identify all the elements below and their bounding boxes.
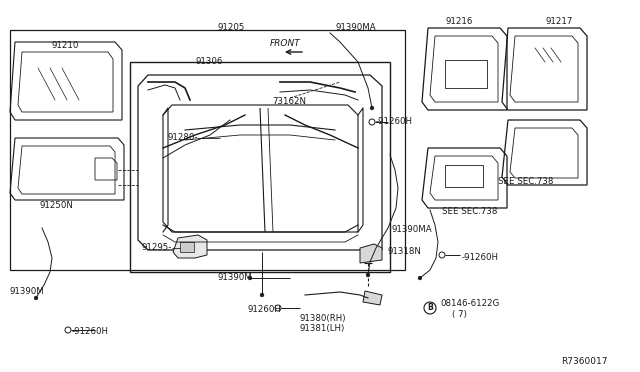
Text: 91380(RH): 91380(RH): [300, 314, 346, 323]
Polygon shape: [363, 291, 382, 305]
Text: 91250N: 91250N: [40, 201, 74, 209]
Bar: [445, 60, 487, 88]
Text: 91390MA: 91390MA: [335, 22, 376, 32]
Text: 91217: 91217: [545, 17, 572, 26]
Text: 91381(LH): 91381(LH): [300, 324, 345, 333]
Circle shape: [248, 276, 252, 280]
Circle shape: [418, 276, 422, 280]
Polygon shape: [360, 244, 382, 263]
Text: 91205: 91205: [218, 23, 245, 32]
Text: R7360017: R7360017: [561, 357, 608, 366]
Circle shape: [260, 293, 264, 297]
Text: SEE SEC.738: SEE SEC.738: [498, 177, 554, 186]
Text: 91390MA: 91390MA: [392, 225, 433, 234]
Circle shape: [366, 273, 370, 277]
Text: FRONT: FRONT: [269, 39, 300, 48]
Text: 91260H: 91260H: [248, 305, 282, 314]
Text: 73162N: 73162N: [272, 97, 306, 106]
Text: -91260H: -91260H: [376, 118, 413, 126]
Bar: [130, 62, 390, 272]
Bar: [445, 165, 483, 187]
Text: -91260H: -91260H: [462, 253, 499, 262]
Bar: [180, 242, 194, 252]
Text: B: B: [427, 304, 433, 312]
Text: 91306: 91306: [195, 58, 222, 67]
Text: -91260H: -91260H: [72, 327, 109, 337]
Circle shape: [370, 106, 374, 110]
Bar: [10, 30, 405, 270]
Text: 91295-: 91295-: [142, 244, 172, 253]
Polygon shape: [173, 235, 207, 258]
Text: 91210: 91210: [52, 42, 79, 51]
Text: 91318N: 91318N: [388, 247, 422, 257]
Text: 91216: 91216: [445, 17, 472, 26]
Text: 91390M: 91390M: [218, 273, 253, 282]
Circle shape: [34, 296, 38, 300]
Text: 91390M: 91390M: [10, 288, 45, 296]
Text: ( 7): ( 7): [452, 311, 467, 320]
Text: 08146-6122G: 08146-6122G: [440, 298, 499, 308]
Text: 91280-: 91280-: [168, 134, 198, 142]
Text: SEE SEC.738: SEE SEC.738: [442, 208, 497, 217]
